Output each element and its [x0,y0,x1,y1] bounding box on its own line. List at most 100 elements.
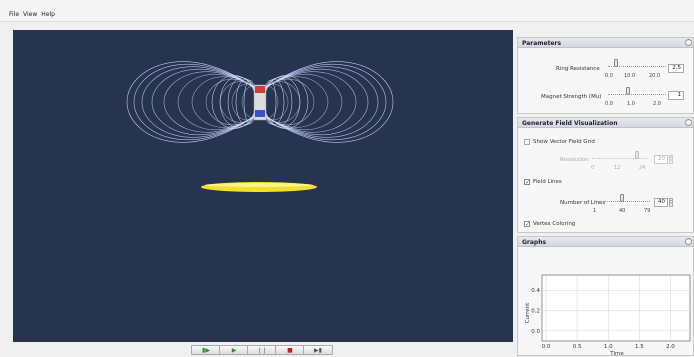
ring-resistance-value[interactable]: 2.5 [668,64,684,73]
tick: 79 [644,208,651,214]
scene-viewport[interactable] [13,30,513,342]
x-axis-ticks: 0.0 0.5 1.0 1.5 2.0 [542,344,676,350]
collapse-icon[interactable]: ⌃ [685,238,692,245]
x-tick-label: 2.0 [666,344,675,350]
show-vector-field-grid-label: Show Vector Field Grid [533,139,595,145]
field-line [151,68,261,136]
tick: 1 [593,208,597,214]
magnet-strength-slider-thumb[interactable] [626,87,630,95]
field-line [126,61,261,143]
tick: 1.0 [627,101,635,107]
current-time-graph: 0.4 0.2 0.0 0.0 0.5 1.0 1.5 2.0 Current Time [525,274,691,357]
number-of-lines-spinner[interactable]: ▴ ▾ [669,198,673,207]
resolution-slider[interactable] [592,158,648,159]
pause-button[interactable]: ❙❙ [247,345,277,355]
vertex-coloring-label: Vertex Coloring [533,221,576,227]
resolution-label: Resolution [560,157,589,163]
x-tick-label: 1.0 [604,344,613,350]
magnet-strength-slider[interactable] [608,94,666,95]
resolution-slider-thumb[interactable] [635,151,639,159]
field-lines-checkbox[interactable]: ✓ [524,179,531,186]
step-forward-icon: ▶▮ [314,346,322,354]
resolution-spinner[interactable]: ▴ ▾ [669,155,673,164]
field-line [211,75,257,129]
conducting-ring[interactable] [201,182,317,192]
x-tick-label: 0.0 [542,344,551,350]
field-line [259,71,357,133]
step-back-icon: ▮▶ [202,346,210,354]
menu-file[interactable]: File [9,11,20,18]
x-tick-label: 1.5 [635,344,644,350]
number-of-lines-slider-thumb[interactable] [620,194,624,202]
field-line [259,64,387,140]
graphs-header[interactable]: Graphs ⌃ [518,237,693,247]
field-line [177,74,261,130]
field-line [205,79,261,125]
menu-view[interactable]: View [23,11,38,18]
field-line [259,68,369,136]
menu-bar: File View Help [0,0,694,22]
collapse-icon[interactable]: ⌃ [685,119,692,126]
field-visualization-header[interactable]: Generate Field Visualization ⌃ [518,118,693,128]
field-line [259,66,379,138]
y-axis-ticks: 0.4 0.2 0.0 [531,288,540,335]
magnetic-field-visualization [126,61,394,192]
north-pole [255,86,265,93]
tick: 20.0 [649,73,661,79]
y-axis-label: Current [525,302,531,324]
parameters-panel: Parameters ⌃ Ring Resistance 0.0 10.0 20… [517,37,694,114]
show-vector-field-grid-checkbox[interactable] [524,139,530,145]
field-line [163,71,261,133]
x-tick-label: 0.5 [573,344,582,350]
collapse-icon[interactable]: ⌃ [685,39,692,46]
step-forward-button[interactable]: ▶▮ [303,345,333,355]
number-of-lines-label: Number of Lines [560,200,606,206]
tick: 24 [639,165,646,171]
x-axis-label: Time [609,351,624,357]
parameters-header[interactable]: Parameters ⌃ [518,38,693,48]
tick: 10.0 [624,73,636,79]
field-line [263,75,309,129]
field-line [259,79,315,125]
play-icon: ▶ [231,346,237,354]
tick: 0.0 [605,73,613,79]
graphs-panel: Graphs ⌃ 0.4 0.2 0.0 0.0 0.5 1.0 1.5 2.0 Curre… [517,236,694,357]
tick: 0 [591,165,595,171]
menu-help[interactable]: Help [41,11,55,18]
tick: 0.0 [605,101,613,107]
magnet-strength-value[interactable]: 1 [668,91,684,100]
field-line [141,66,261,138]
tick: 12 [614,165,621,171]
field-visualization-panel: Generate Field Visualization ⌃ Show Vect… [517,117,694,233]
y-tick-label: 0.2 [531,309,540,315]
panel-title: Graphs [522,239,547,246]
ring-resistance-label: Ring Resistance [556,66,600,72]
play-button[interactable]: ▶ [219,345,249,355]
resolution-value[interactable]: 20 [654,155,668,164]
field-line [259,74,343,130]
tick: 2.0 [653,101,661,107]
number-of-lines-value[interactable]: 40 [654,198,668,207]
pause-icon: ❙❙ [256,346,268,354]
ring-highlight [205,183,313,187]
transport-controls: ▮▶ ▶ ❙❙ ■ ▶▮ [13,342,513,356]
field-lines-label: Field Lines [533,179,562,185]
panel-title: Parameters [522,40,562,47]
ring-resistance-slider[interactable] [608,66,666,67]
stop-icon: ■ [287,346,293,354]
step-back-button[interactable]: ▮▶ [191,345,221,355]
ring-resistance-slider-thumb[interactable] [614,59,618,67]
magnet-strength-label: Magnet Strength (Mu) [541,94,602,100]
grid-lines [542,275,690,341]
south-pole [255,110,265,117]
y-tick-label: 0.4 [531,288,540,294]
vertex-coloring-checkbox[interactable]: ✓ [524,221,531,228]
tick: 40 [619,208,626,214]
bar-magnet[interactable] [253,84,267,121]
field-line [259,61,394,143]
plot-area [541,274,691,342]
stop-button[interactable]: ■ [275,345,305,355]
field-line [133,64,261,140]
panel-title: Generate Field Visualization [522,120,618,127]
y-tick-label: 0.0 [531,329,540,335]
